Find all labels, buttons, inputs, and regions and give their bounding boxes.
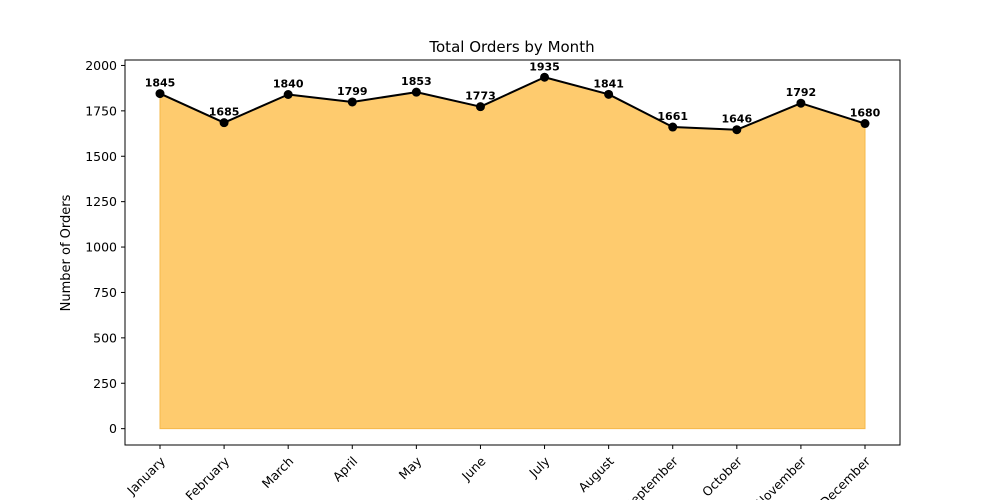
- x-tick-label-june: June: [458, 453, 489, 484]
- data-label-december: 1680: [850, 107, 881, 120]
- y-tick-label-0: 0: [109, 421, 117, 436]
- data-point-march: [283, 90, 293, 100]
- data-point-february: [219, 118, 229, 128]
- y-tick-label-1750: 1750: [85, 103, 117, 118]
- x-tick-label-may: May: [396, 453, 425, 482]
- x-tick-label-january: January: [123, 453, 168, 498]
- y-tick-label-1250: 1250: [85, 194, 117, 209]
- plot-area: 1845 1685 1840 1799 1853 1773 1935 1841 1661 1646…: [145, 60, 881, 430]
- data-point-september: [668, 122, 678, 132]
- y-tick-label-1500: 1500: [85, 149, 117, 164]
- data-point-december: [860, 119, 870, 129]
- data-label-june: 1773: [465, 90, 496, 103]
- data-label-april: 1799: [337, 85, 368, 98]
- data-point-october: [732, 125, 742, 135]
- data-point-november: [796, 98, 806, 108]
- series-line: [159, 76, 866, 131]
- data-point-january: [155, 89, 165, 99]
- data-point-may: [411, 87, 421, 97]
- x-tick-label-august: August: [575, 453, 617, 495]
- data-point-july: [540, 72, 550, 82]
- x-tick-label-october: October: [699, 453, 746, 500]
- data-label-january: 1845: [145, 77, 176, 90]
- y-tick-label-500: 500: [93, 330, 117, 345]
- data-label-september: 1661: [657, 110, 688, 123]
- data-label-august: 1841: [593, 77, 624, 90]
- x-tick-label-july: July: [525, 453, 553, 481]
- data-label-october: 1646: [722, 113, 753, 126]
- y-tick-label-750: 750: [93, 285, 117, 300]
- x-tick-label-december: December: [817, 453, 874, 500]
- y-tick-label-1000: 1000: [85, 240, 117, 255]
- data-label-may: 1853: [401, 75, 432, 88]
- data-point-august: [604, 89, 614, 99]
- data-label-february: 1685: [209, 106, 240, 119]
- data-label-november: 1792: [786, 86, 817, 99]
- data-point-april: [347, 97, 357, 107]
- y-tick-label-250: 250: [93, 376, 117, 391]
- data-label-march: 1840: [273, 78, 304, 91]
- x-tick-label-september: September: [621, 453, 681, 500]
- y-tick-label-2000: 2000: [85, 58, 117, 73]
- x-tick-label-november: November: [752, 453, 809, 500]
- x-tick-label-february: February: [182, 453, 232, 500]
- chart-title: Total Orders by Month: [428, 38, 594, 56]
- x-tick-label-april: April: [330, 454, 361, 485]
- data-point-june: [475, 102, 485, 112]
- plot-frame: [124, 59, 901, 446]
- area-fill: [159, 76, 866, 430]
- x-tick-label-march: March: [259, 454, 297, 492]
- y-axis-title: Number of Orders: [59, 194, 74, 311]
- data-label-july: 1935: [529, 60, 560, 73]
